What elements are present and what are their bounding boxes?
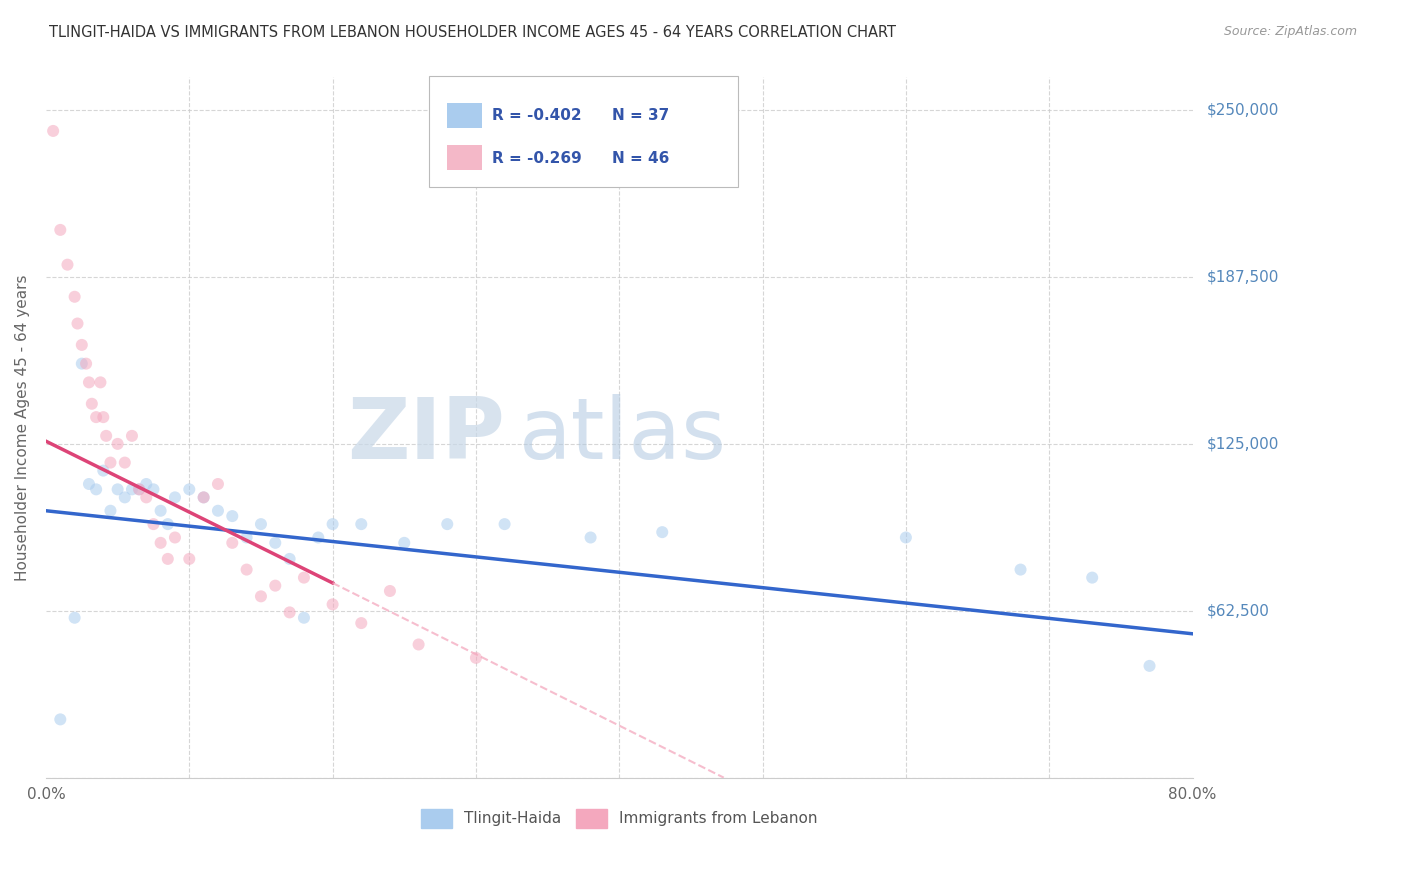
Point [207, 477, 229, 491]
Point [84, 483, 107, 497]
Point [121, 483, 143, 497]
Text: $125,000: $125,000 [1206, 436, 1279, 451]
Point [70, 338, 93, 352]
Point [307, 531, 329, 545]
Text: atlas: atlas [519, 394, 727, 477]
Text: $187,500: $187,500 [1206, 269, 1279, 285]
Point [49, 712, 72, 726]
Point [278, 552, 301, 566]
Point [84, 410, 107, 425]
Point [179, 552, 201, 566]
Point [579, 531, 602, 545]
Point [322, 517, 344, 532]
Point [49, 223, 72, 237]
Point [121, 429, 143, 443]
Point [179, 483, 201, 497]
Point [100, 456, 122, 470]
Point [193, 491, 215, 505]
Point [207, 504, 229, 518]
Point [149, 536, 172, 550]
Point [156, 552, 179, 566]
Point [89, 376, 111, 390]
Point [221, 509, 243, 524]
Point [149, 504, 172, 518]
Point [264, 579, 287, 593]
Point [235, 531, 257, 545]
Point [1139, 659, 1161, 673]
Point [142, 483, 165, 497]
Point [96, 429, 118, 443]
Point [80, 397, 103, 411]
Point [250, 517, 273, 532]
Point [1010, 563, 1032, 577]
Point [100, 504, 122, 518]
Text: N = 46: N = 46 [612, 152, 669, 166]
Point [292, 571, 315, 585]
Text: Source: ZipAtlas.com: Source: ZipAtlas.com [1223, 25, 1357, 38]
Point [894, 531, 917, 545]
Text: $250,000: $250,000 [1206, 102, 1279, 117]
Text: ZIP: ZIP [347, 394, 505, 477]
Text: $62,500: $62,500 [1206, 604, 1270, 618]
Point [135, 477, 157, 491]
Point [77, 376, 100, 390]
Point [77, 477, 100, 491]
Point [350, 616, 373, 631]
Point [350, 517, 373, 532]
Point [66, 317, 89, 331]
Point [128, 483, 150, 497]
Point [135, 491, 157, 505]
Point [464, 651, 486, 665]
Point [70, 357, 93, 371]
Point [114, 491, 136, 505]
Point [235, 563, 257, 577]
Point [163, 491, 186, 505]
Text: N = 37: N = 37 [612, 109, 669, 123]
Point [193, 491, 215, 505]
Point [91, 464, 114, 478]
Point [91, 410, 114, 425]
Point [63, 611, 86, 625]
Point [292, 611, 315, 625]
Point [128, 483, 150, 497]
Point [322, 598, 344, 612]
Point [494, 517, 516, 532]
Point [56, 258, 79, 272]
Point [436, 517, 458, 532]
Point [264, 536, 287, 550]
Y-axis label: Householder Income Ages 45 - 64 years: Householder Income Ages 45 - 64 years [15, 275, 30, 581]
Text: R = -0.402: R = -0.402 [492, 109, 582, 123]
Point [163, 531, 186, 545]
Point [156, 517, 179, 532]
Legend: Tlingit-Haida, Immigrants from Lebanon: Tlingit-Haida, Immigrants from Lebanon [415, 803, 824, 834]
Point [63, 290, 86, 304]
Point [107, 437, 129, 451]
Point [221, 536, 243, 550]
Point [250, 590, 273, 604]
Point [1081, 571, 1104, 585]
Point [651, 525, 673, 540]
Point [114, 456, 136, 470]
Text: R = -0.269: R = -0.269 [492, 152, 582, 166]
Point [107, 483, 129, 497]
Text: TLINGIT-HAIDA VS IMMIGRANTS FROM LEBANON HOUSEHOLDER INCOME AGES 45 - 64 YEARS C: TLINGIT-HAIDA VS IMMIGRANTS FROM LEBANON… [49, 25, 896, 40]
Point [142, 517, 165, 532]
Point [75, 357, 97, 371]
Point [278, 606, 301, 620]
Point [408, 638, 430, 652]
Point [42, 124, 65, 138]
Point [378, 584, 401, 599]
Point [394, 536, 416, 550]
